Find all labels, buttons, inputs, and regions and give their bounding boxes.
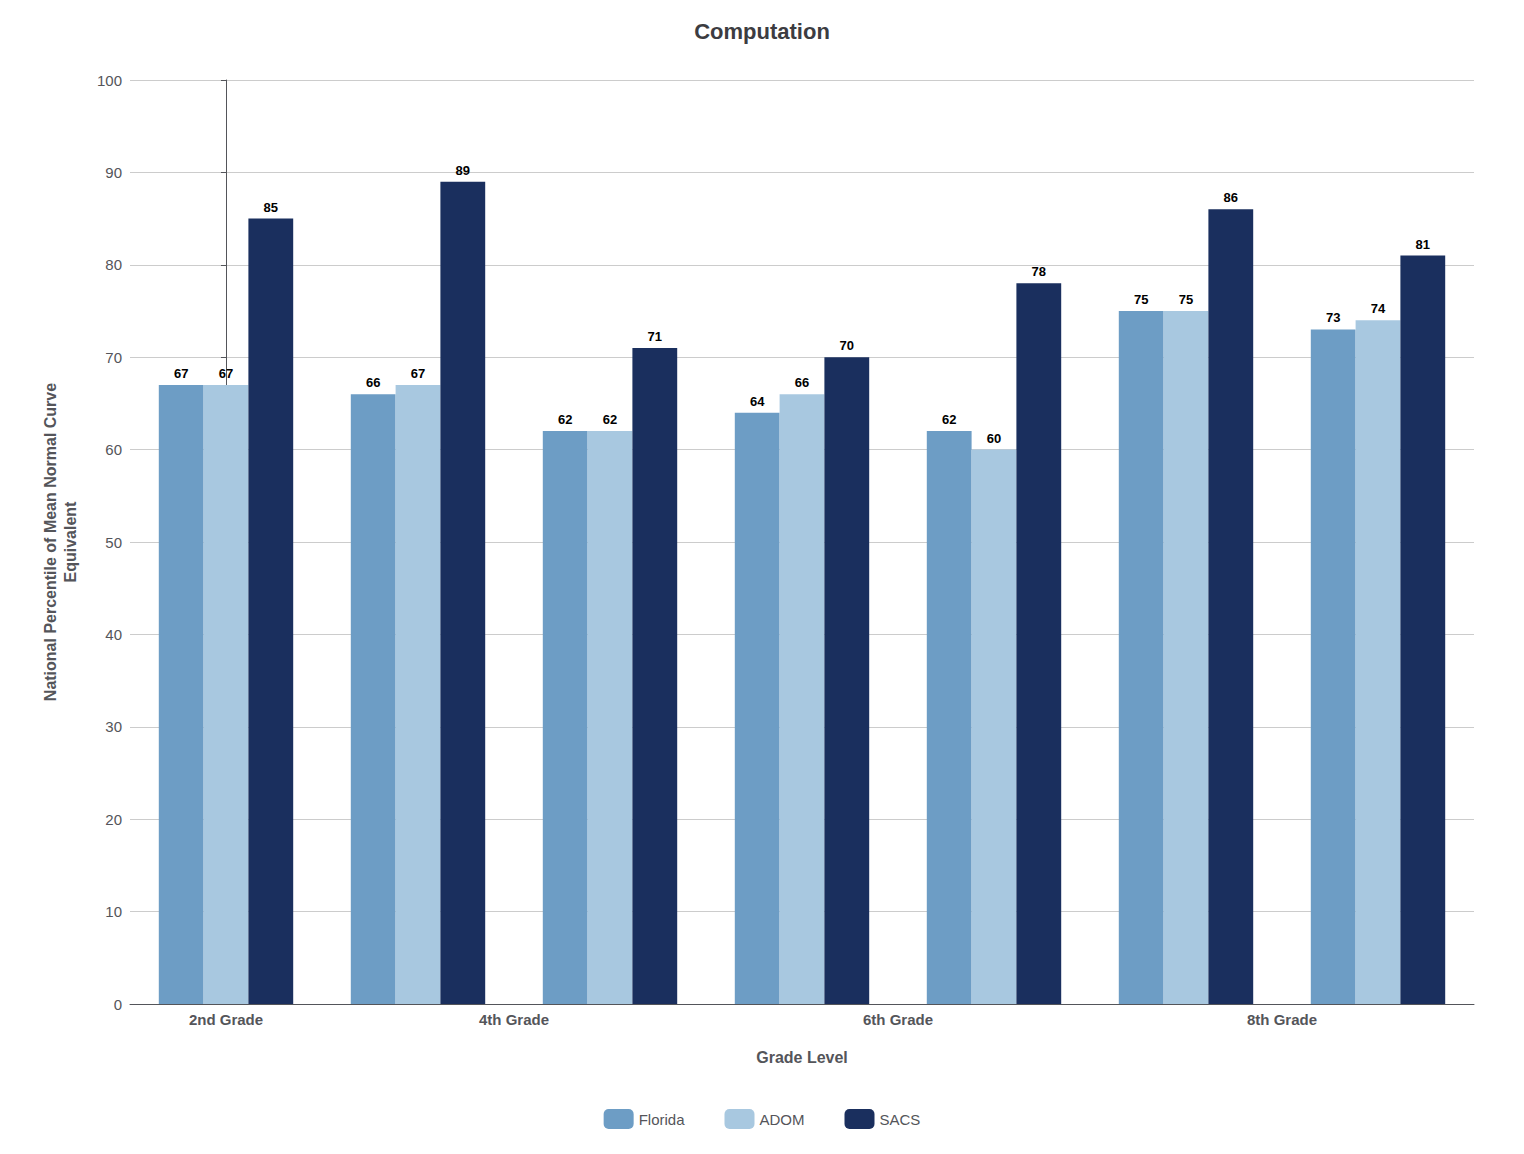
svg-text:50: 50 [105, 534, 122, 551]
svg-text:Equivalent: Equivalent [62, 501, 79, 583]
svg-text:66: 66 [366, 375, 380, 390]
svg-text:20: 20 [105, 811, 122, 828]
svg-text:10: 10 [105, 903, 122, 920]
svg-text:62: 62 [558, 412, 572, 427]
svg-text:100: 100 [97, 72, 122, 89]
svg-text:8th Grade: 8th Grade [1247, 1011, 1317, 1028]
svg-text:SACS: SACS [880, 1111, 921, 1128]
svg-text:74: 74 [1371, 301, 1386, 316]
svg-text:60: 60 [105, 441, 122, 458]
svg-text:86: 86 [1224, 190, 1238, 205]
svg-text:2nd Grade: 2nd Grade [189, 1011, 263, 1028]
svg-text:81: 81 [1416, 237, 1430, 252]
svg-text:National Percentile of Mean No: National Percentile of Mean Normal Curve [42, 383, 59, 701]
svg-text:Computation: Computation [694, 19, 830, 44]
svg-text:66: 66 [795, 375, 809, 390]
svg-text:75: 75 [1134, 292, 1148, 307]
svg-text:67: 67 [219, 366, 233, 381]
svg-text:64: 64 [750, 394, 765, 409]
svg-text:90: 90 [105, 164, 122, 181]
svg-text:0: 0 [114, 996, 122, 1013]
svg-text:30: 30 [105, 718, 122, 735]
svg-text:75: 75 [1179, 292, 1193, 307]
svg-text:89: 89 [456, 163, 470, 178]
svg-text:80: 80 [105, 256, 122, 273]
svg-text:Grade Level: Grade Level [756, 1049, 848, 1066]
svg-text:71: 71 [648, 329, 662, 344]
svg-text:62: 62 [603, 412, 617, 427]
svg-text:ADOM: ADOM [760, 1111, 805, 1128]
svg-text:62: 62 [942, 412, 956, 427]
svg-text:6th Grade: 6th Grade [863, 1011, 933, 1028]
svg-text:85: 85 [264, 200, 278, 215]
svg-text:40: 40 [105, 626, 122, 643]
svg-text:73: 73 [1326, 310, 1340, 325]
svg-text:4th Grade: 4th Grade [479, 1011, 549, 1028]
svg-text:78: 78 [1032, 264, 1046, 279]
svg-text:67: 67 [174, 366, 188, 381]
svg-text:67: 67 [411, 366, 425, 381]
svg-text:60: 60 [987, 431, 1001, 446]
svg-text:70: 70 [105, 349, 122, 366]
svg-text:70: 70 [840, 338, 854, 353]
svg-text:Florida: Florida [639, 1111, 686, 1128]
